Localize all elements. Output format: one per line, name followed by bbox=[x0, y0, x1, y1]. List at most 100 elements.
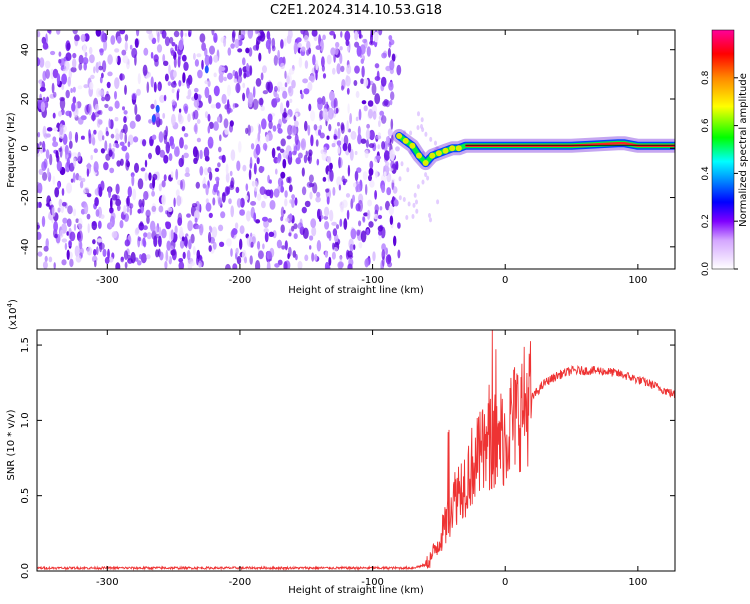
heatmap-cell bbox=[286, 75, 290, 85]
heatmap-cell bbox=[90, 133, 95, 145]
heatmap-cell bbox=[115, 143, 120, 149]
heatmap-cell bbox=[387, 47, 391, 58]
scale-factor-exponent: 4 bbox=[6, 302, 14, 307]
heatmap-cell bbox=[68, 140, 73, 149]
heatmap-cell bbox=[356, 45, 362, 57]
heatmap-cell bbox=[221, 93, 227, 105]
heatmap-cell bbox=[170, 50, 176, 56]
heatmap-cell bbox=[261, 118, 267, 130]
heatmap-cell bbox=[289, 98, 293, 103]
heatmap-cell bbox=[242, 82, 246, 89]
heatmap-cell bbox=[66, 218, 72, 227]
heatmap-cell bbox=[207, 113, 211, 122]
heatmap-cell bbox=[211, 226, 218, 238]
heatmap-cell bbox=[121, 49, 127, 56]
heatmap-cell bbox=[389, 149, 396, 161]
x-tick-label: 100 bbox=[628, 577, 647, 588]
snr-line-marks bbox=[37, 330, 675, 571]
heatmap-cell bbox=[350, 130, 357, 140]
heatmap-cell bbox=[388, 41, 392, 48]
heatmap-cell bbox=[77, 85, 83, 90]
heatmap-cell bbox=[204, 86, 210, 99]
heatmap-cell bbox=[178, 157, 184, 168]
heatmap-cell bbox=[175, 189, 180, 197]
heatmap-cell bbox=[342, 180, 346, 186]
heatmap-cell bbox=[151, 190, 156, 197]
heatmap-cell bbox=[317, 99, 323, 111]
heatmap-cell bbox=[252, 45, 259, 51]
heatmap-cell bbox=[319, 40, 325, 52]
heatmap-cell bbox=[239, 209, 246, 216]
heatmap-cell bbox=[137, 73, 141, 85]
heatmap-cell bbox=[368, 221, 374, 228]
heatmap-cell bbox=[288, 184, 293, 193]
heatmap-cell bbox=[134, 162, 139, 173]
heatmap-cell bbox=[274, 97, 281, 103]
colorbar bbox=[711, 29, 735, 270]
heatmap-cell bbox=[129, 120, 136, 129]
heatmap-cell bbox=[358, 30, 362, 40]
bottom-plot-frame bbox=[36, 329, 676, 572]
heatmap-cell bbox=[236, 74, 243, 84]
heatmap-cell bbox=[280, 138, 286, 147]
heatmap-cell bbox=[137, 260, 142, 266]
heatmap-cell bbox=[258, 52, 262, 62]
heatmap-cell bbox=[138, 237, 142, 242]
heatmap-cell bbox=[249, 65, 253, 76]
heatmap-cell bbox=[256, 157, 260, 165]
heatmap-cell bbox=[54, 233, 58, 239]
heatmap-cell bbox=[107, 54, 113, 65]
heatmap-cell bbox=[311, 252, 315, 262]
heatmap-cell bbox=[357, 133, 362, 145]
heatmap-cell bbox=[225, 172, 230, 183]
heatmap-cell bbox=[229, 170, 233, 177]
heatmap-cell bbox=[297, 260, 303, 269]
heatmap-cell bbox=[74, 245, 80, 257]
heatmap-cell bbox=[313, 124, 318, 131]
heatmap-cell bbox=[336, 176, 342, 187]
heatmap-cell bbox=[235, 82, 241, 94]
heatmap-cell bbox=[239, 225, 245, 235]
heatmap-cell bbox=[110, 133, 115, 139]
heatmap-cell bbox=[232, 263, 238, 269]
heatmap-cell bbox=[57, 181, 61, 190]
heatmap-cell bbox=[88, 46, 93, 55]
signal-track-point bbox=[409, 142, 416, 149]
heatmap-cell bbox=[186, 213, 191, 218]
heatmap-cell bbox=[389, 215, 394, 225]
heatmap-cell bbox=[130, 251, 136, 264]
heatmap-cell bbox=[269, 200, 276, 210]
heatmap-cell bbox=[163, 154, 169, 164]
heatmap-cell bbox=[64, 144, 69, 155]
heatmap-cell bbox=[333, 97, 338, 110]
heatmap-cell bbox=[125, 197, 129, 205]
heatmap-cell bbox=[403, 130, 407, 136]
heatmap-cell bbox=[267, 218, 273, 223]
heatmap-cell bbox=[385, 65, 391, 72]
heatmap-cell bbox=[346, 120, 349, 133]
heatmap-cell bbox=[258, 97, 264, 106]
heatmap-cell bbox=[226, 238, 232, 247]
heatmap-cell bbox=[223, 76, 227, 82]
heatmap-cell bbox=[306, 181, 313, 188]
heatmap-cell bbox=[377, 214, 383, 220]
heatmap-cell bbox=[400, 161, 404, 167]
heatmap-cell bbox=[383, 99, 389, 106]
heatmap-cell bbox=[230, 149, 236, 161]
heatmap-cell bbox=[361, 100, 367, 105]
heatmap-cell bbox=[245, 70, 250, 78]
heatmap-cell bbox=[68, 240, 73, 247]
heatmap-cell bbox=[221, 192, 226, 203]
heatmap-cell bbox=[253, 163, 257, 175]
heatmap-cell bbox=[161, 180, 166, 188]
heatmap-cell bbox=[378, 120, 381, 128]
heatmap-cell bbox=[131, 92, 137, 100]
heatmap-cell bbox=[110, 197, 113, 210]
heatmap-cell bbox=[398, 176, 402, 182]
heatmap-cell bbox=[328, 107, 334, 120]
heatmap-cell bbox=[59, 229, 64, 238]
heatmap-cell bbox=[366, 228, 370, 236]
heatmap-cell bbox=[235, 247, 239, 255]
heatmap-cell bbox=[381, 52, 387, 59]
heatmap-cell bbox=[388, 81, 394, 91]
